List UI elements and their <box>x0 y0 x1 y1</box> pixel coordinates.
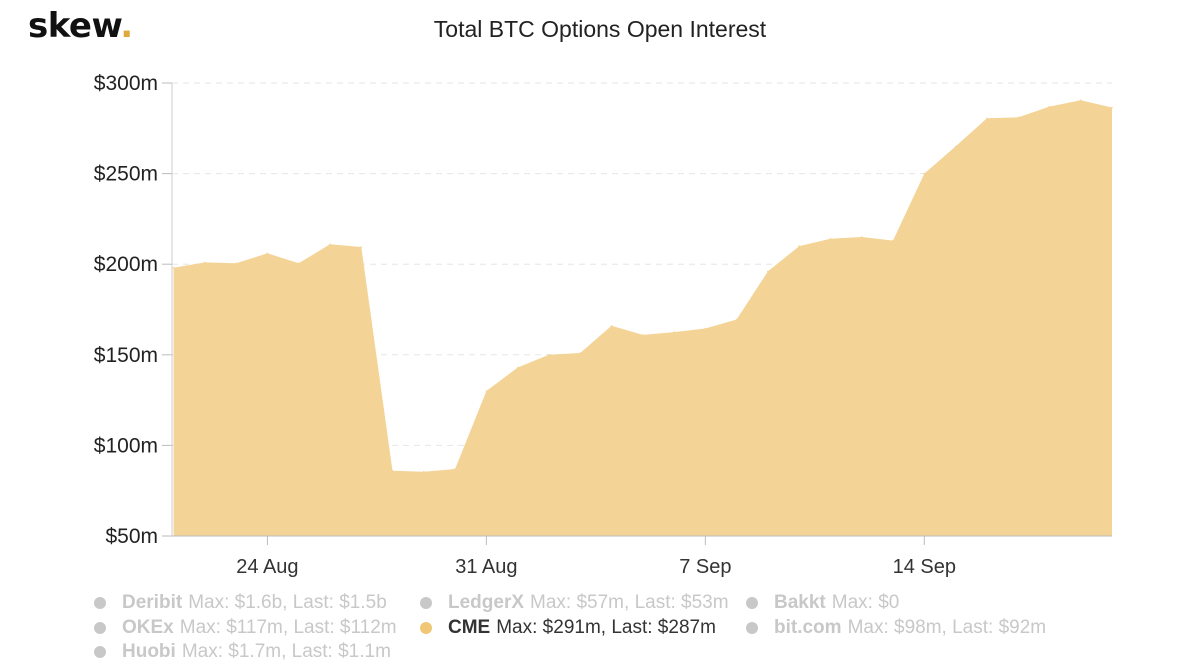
data-point <box>548 354 550 356</box>
data-point <box>610 325 613 327</box>
legend-item-okex[interactable]: OKEx Max: $117m, Last: $112m <box>94 617 397 639</box>
legend-series-stats: Max: $1.6b, Last: $1.5b <box>188 592 387 613</box>
legend-series-name: Bakkt <box>774 592 826 613</box>
data-point <box>235 262 237 265</box>
legend-swatch-icon <box>94 597 106 609</box>
series-area-cme <box>173 100 1113 536</box>
data-point <box>266 252 269 255</box>
legend-item-cme[interactable]: CME Max: $291m, Last: $287m <box>420 617 716 639</box>
legend-series-name: LedgerX <box>448 592 525 613</box>
data-point <box>1017 116 1019 119</box>
data-point <box>579 352 581 354</box>
logo-text: skew <box>28 6 121 46</box>
x-tick-label: 7 Sep <box>679 556 731 578</box>
y-tick-label: $50m <box>105 525 158 548</box>
legend-series-stats: Max: $0 <box>831 592 900 613</box>
data-point <box>829 238 832 240</box>
legend-series-name: bit.com <box>774 617 842 638</box>
data-point <box>423 470 425 473</box>
data-point <box>360 246 363 248</box>
data-point <box>329 243 331 246</box>
legend-series-name: OKEx <box>122 617 174 638</box>
data-point <box>986 117 988 120</box>
legend-item-bakkt[interactable]: Bakkt Max: $0 <box>746 592 899 614</box>
x-tick-label: 24 Aug <box>236 556 298 578</box>
legend-series-stats: Max: $1.7m, Last: $1.1m <box>181 641 391 662</box>
y-tick-label: $150m <box>94 344 158 367</box>
data-point <box>1048 105 1051 108</box>
data-point <box>204 261 206 264</box>
data-point <box>704 327 707 330</box>
chart-axes: $50m $100m $150m $200m $250m $300m 24 Aug 31 Au… <box>94 72 1112 578</box>
legend-item-bit-com[interactable]: bit.com Max: $98m, Last: $92m <box>746 617 1046 639</box>
data-point <box>642 334 644 336</box>
skew-logo: skew. <box>28 6 133 46</box>
legend-swatch-icon <box>746 622 758 634</box>
data-point <box>1111 106 1113 109</box>
legend-swatch-icon <box>94 646 106 658</box>
legend-series-name: Huobi <box>122 641 176 662</box>
data-point <box>297 262 300 265</box>
legend-swatch-icon <box>94 622 106 634</box>
legend-series-name: CME <box>448 617 491 638</box>
data-point <box>892 239 894 242</box>
legend-series-stats: Max: $98m, Last: $92m <box>847 617 1047 638</box>
y-tick-label: $100m <box>94 434 158 457</box>
data-point <box>798 245 800 247</box>
data-point <box>923 172 926 175</box>
x-tick-label: 14 Sep <box>893 556 956 578</box>
legend-item-ledgerx[interactable]: LedgerX Max: $57m, Last: $53m <box>420 592 729 614</box>
data-point <box>1079 99 1082 101</box>
legend-series-name: Deribit <box>122 592 183 613</box>
data-point <box>454 468 456 470</box>
legend-item-huobi[interactable]: Huobi Max: $1.7m, Last: $1.1m <box>94 641 391 663</box>
y-tick-label: $300m <box>94 72 158 95</box>
data-point <box>735 318 738 321</box>
data-point <box>673 331 675 333</box>
data-point <box>391 470 394 472</box>
y-tick-label: $200m <box>94 253 158 276</box>
legend-swatch-icon <box>746 597 758 609</box>
legend-item-deribit[interactable]: Deribit Max: $1.6b, Last: $1.5b <box>94 592 387 614</box>
data-point <box>485 390 488 392</box>
legend-swatch-icon <box>420 622 432 634</box>
data-point <box>516 366 519 369</box>
data-point <box>767 270 769 273</box>
y-tick-label: $250m <box>94 163 158 186</box>
legend-series-stats: Max: $57m, Last: $53m <box>530 592 729 613</box>
chart-title: Total BTC Options Open Interest <box>433 16 767 42</box>
data-point <box>172 267 175 269</box>
data-point <box>861 236 863 238</box>
legend-series-stats: Max: $117m, Last: $112m <box>179 617 397 638</box>
data-point <box>954 145 957 148</box>
logo-dot: . <box>120 6 133 46</box>
legend-series-stats: Max: $291m, Last: $287m <box>496 617 716 638</box>
legend-swatch-icon <box>420 597 432 609</box>
chart-series-layer <box>172 99 1113 536</box>
x-tick-label: 31 Aug <box>455 556 517 578</box>
